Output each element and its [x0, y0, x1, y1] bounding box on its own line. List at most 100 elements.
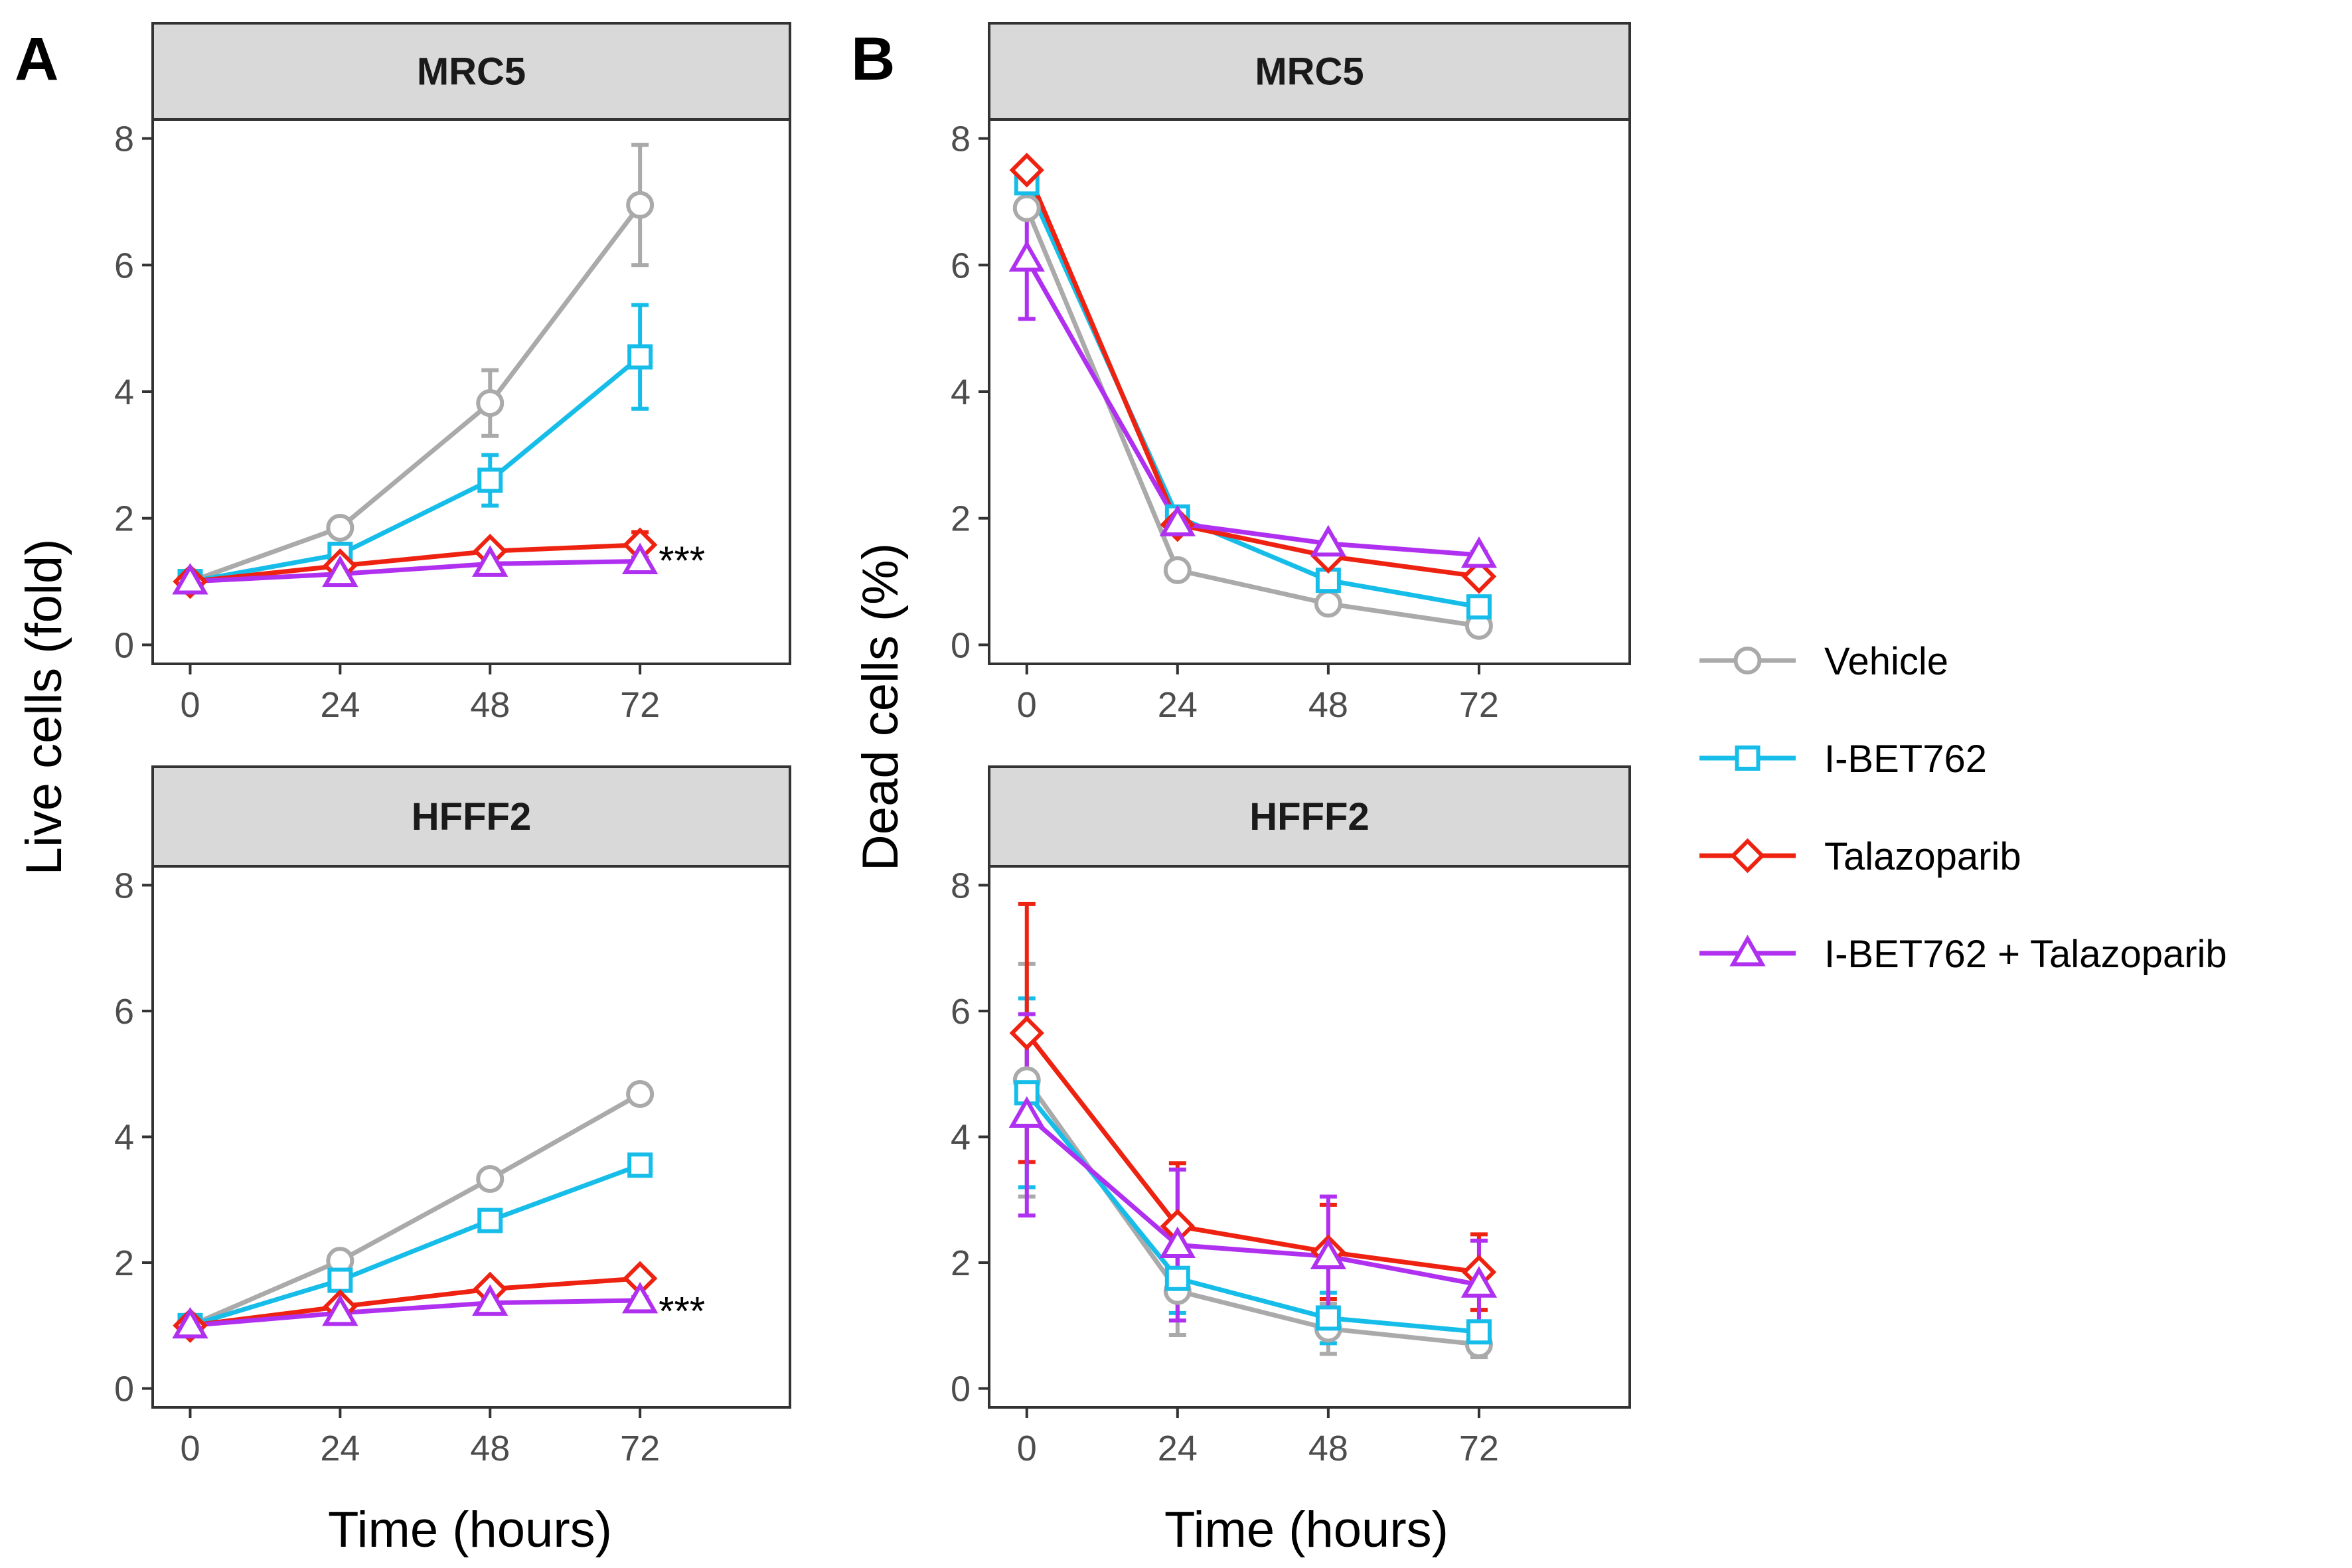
b-mrc5-vehicle-point-24 — [1163, 556, 1192, 584]
b-mrc5-ytick-label-2: 2 — [951, 499, 971, 539]
a-hfff2-ytick-label-0: 0 — [114, 1370, 134, 1409]
a-hfff2-xtick-label-0: 0 — [180, 1429, 200, 1468]
b-mrc5-panel-border — [988, 118, 1631, 665]
a-mrc5-ytick-label-2: 2 — [114, 499, 134, 539]
b-mrc5-plot-background — [989, 119, 1630, 664]
legend-vehicle-circle-icon — [1733, 647, 1762, 674]
a-mrc5-strip-background — [151, 22, 791, 121]
a-mrc5-i-bet762-point-72 — [627, 344, 653, 370]
b-mrc5-xtick-label-24: 24 — [1158, 685, 1198, 725]
legend-vehicle-label: Vehicle — [1824, 640, 1948, 683]
panel-letter-b: B — [851, 25, 895, 93]
a-hfff2-ytick-label-2: 2 — [114, 1243, 134, 1283]
a-mrc5-i-bet762-talazoparib-point-24 — [322, 555, 358, 588]
legend-i-bet762-talazoparib-triangle-icon — [1729, 934, 1766, 967]
a-mrc5-xtick-label-0: 0 — [180, 685, 200, 725]
b-mrc5-xtick-label-72: 72 — [1459, 685, 1499, 725]
b-mrc5-i-bet762-talazoparib-point-0 — [1008, 240, 1045, 272]
b-hfff2-plot-background — [989, 866, 1630, 1407]
legend-i-bet762-entry: I-BET762 — [1699, 738, 1987, 781]
a-mrc5-xtick-label-24: 24 — [320, 685, 360, 725]
a-mrc5-vehicle-point-48 — [476, 389, 505, 418]
a-hfff2-i-bet762-point-48 — [477, 1208, 503, 1233]
b-mrc5-talazoparib-point-72 — [1461, 559, 1497, 594]
b-hfff2-ytick-label-6: 6 — [951, 992, 971, 1032]
y-axis-title-live: Live cells (fold) — [16, 539, 72, 876]
a-mrc5-strip-label: MRC5 — [417, 50, 526, 94]
b-hfff2-xtick-label-0: 0 — [1017, 1429, 1037, 1468]
b-hfff2-talazoparib-point-0 — [1009, 1015, 1045, 1051]
x-axis-title-a: Time (hours) — [328, 1502, 612, 1558]
a-mrc5-ytick-label-4: 4 — [114, 372, 134, 412]
a-hfff2-vehicle-point-72 — [626, 1080, 655, 1109]
a-mrc5-vehicle-point-24 — [326, 514, 354, 542]
b-mrc5-ytick-label-6: 6 — [951, 246, 971, 285]
a-mrc5-panel-border — [151, 118, 791, 665]
x-axis-title-b: Time (hours) — [1164, 1502, 1449, 1558]
legend-vehicle-entry: Vehicle — [1699, 640, 1948, 683]
legend-talazoparib-label: Talazoparib — [1824, 835, 2021, 878]
a-mrc5-vehicle-line — [189, 203, 642, 584]
b-hfff2-talazoparib-line — [1025, 1031, 1480, 1275]
b-mrc5-i-bet762-talazoparib-line — [1024, 258, 1480, 558]
b-mrc5-strip-label: MRC5 — [1255, 50, 1364, 94]
a-mrc5-ytick-label-6: 6 — [114, 246, 134, 285]
b-hfff2-i-bet762-point-48 — [1315, 1305, 1341, 1331]
a-mrc5-vehicle-point-72 — [626, 191, 655, 219]
a-hfff2-ytick-label-8: 8 — [114, 866, 134, 905]
a-hfff2-xtick-label-72: 72 — [620, 1429, 660, 1468]
b-hfff2-i-bet762-talazoparib-point-72 — [1460, 1266, 1498, 1298]
a-hfff2-significance-label: *** — [659, 1289, 705, 1334]
a-mrc5-xtick-label-48: 48 — [470, 685, 510, 725]
a-hfff2-xtick-label-24: 24 — [320, 1429, 360, 1468]
a-mrc5-ytick-label-0: 0 — [114, 625, 134, 665]
b-hfff2-i-bet762-point-0 — [1014, 1080, 1040, 1106]
b-hfff2-xtick-label-24: 24 — [1158, 1429, 1198, 1468]
a-hfff2-strip-background — [151, 765, 791, 868]
a-hfff2-i-bet762-point-24 — [327, 1267, 353, 1293]
a-mrc5-i-bet762-point-48 — [477, 467, 503, 493]
a-hfff2-xtick-label-48: 48 — [470, 1429, 510, 1468]
b-hfff2-ytick-label-8: 8 — [951, 866, 971, 905]
a-mrc5-i-bet762-talazoparib-line — [190, 559, 641, 584]
b-hfff2-ytick-label-0: 0 — [951, 1370, 971, 1409]
legend-talazoparib-diamond-icon — [1730, 838, 1765, 874]
a-mrc5-talazoparib-line — [190, 542, 641, 584]
b-hfff2-i-bet762-line — [1025, 1091, 1480, 1334]
b-mrc5-strip-background — [988, 22, 1631, 121]
b-hfff2-i-bet762-point-72 — [1466, 1319, 1492, 1345]
legend-i-bet762-label: I-BET762 — [1824, 738, 1987, 781]
b-mrc5-i-bet762-point-72 — [1466, 594, 1492, 620]
a-hfff2-i-bet762-talazoparib-point-72 — [621, 1281, 659, 1314]
b-mrc5-xtick-label-48: 48 — [1308, 685, 1348, 725]
b-mrc5-i-bet762-talazoparib-point-72 — [1460, 536, 1498, 568]
a-hfff2-i-bet762-talazoparib-point-24 — [322, 1294, 358, 1326]
legend-i-bet762-square-icon — [1735, 745, 1761, 771]
b-hfff2-xtick-label-48: 48 — [1308, 1429, 1348, 1468]
b-mrc5-vehicle-point-0 — [1012, 194, 1041, 222]
b-mrc5-xtick-label-0: 0 — [1017, 685, 1037, 725]
a-hfff2-i-bet762-talazoparib-line — [190, 1298, 641, 1328]
a-mrc5-i-bet762-talazoparib-point-72 — [621, 542, 659, 575]
a-hfff2-i-bet762-point-72 — [627, 1152, 653, 1178]
b-hfff2-panel-border — [988, 865, 1631, 1409]
b-hfff2-ytick-label-2: 2 — [951, 1243, 971, 1283]
b-mrc5-vehicle-point-48 — [1314, 589, 1342, 618]
a-mrc5-xtick-label-72: 72 — [620, 685, 660, 725]
a-hfff2-ytick-label-6: 6 — [114, 992, 134, 1032]
a-hfff2-talazoparib-line — [190, 1276, 641, 1328]
b-mrc5-i-bet762-talazoparib-point-24 — [1159, 505, 1196, 536]
b-mrc5-ytick-label-4: 4 — [951, 372, 971, 412]
b-mrc5-ytick-label-0: 0 — [951, 625, 971, 665]
b-mrc5-talazoparib-point-0 — [1009, 153, 1045, 188]
a-mrc5-significance-label: *** — [659, 538, 705, 583]
y-axis-title-dead: Dead cells (%) — [852, 543, 909, 871]
a-hfff2-i-bet762-talazoparib-point-48 — [472, 1284, 509, 1316]
legend-talazoparib-entry: Talazoparib — [1699, 835, 2021, 878]
a-mrc5-ytick-label-8: 8 — [114, 119, 134, 159]
